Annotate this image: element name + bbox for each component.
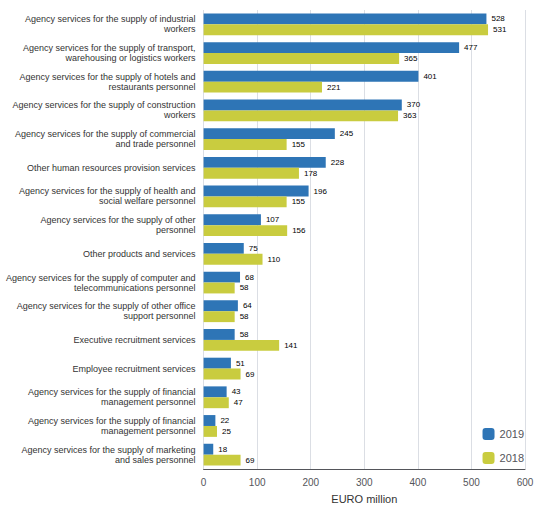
svg-text:600: 600	[517, 477, 534, 488]
svg-text:47: 47	[234, 398, 243, 407]
svg-text:51: 51	[236, 359, 245, 368]
svg-text:restaurants personnel: restaurants personnel	[109, 82, 196, 92]
svg-text:401: 401	[423, 72, 437, 81]
svg-text:155: 155	[292, 140, 306, 149]
svg-text:64: 64	[243, 301, 252, 310]
svg-text:196: 196	[314, 187, 328, 196]
svg-text:management personnel: management personnel	[101, 426, 196, 436]
svg-text:Agency services for the supply: Agency services for the supply of commer…	[15, 129, 196, 139]
svg-text:personnel: personnel	[156, 225, 196, 235]
svg-text:68: 68	[245, 273, 254, 282]
svg-text:58: 58	[240, 330, 249, 339]
svg-text:Other products and services: Other products and services	[83, 249, 196, 259]
svg-text:Agency services for the supply: Agency services for the supply of other …	[17, 301, 196, 311]
svg-text:365: 365	[404, 54, 418, 63]
svg-text:245: 245	[340, 129, 354, 138]
svg-text:EURO million: EURO million	[331, 493, 397, 505]
svg-text:528: 528	[491, 14, 505, 23]
svg-text:25: 25	[222, 427, 231, 436]
svg-text:228: 228	[331, 158, 345, 167]
svg-text:2018: 2018	[500, 452, 524, 464]
svg-text:363: 363	[403, 111, 417, 120]
svg-text:social welfare personnel: social welfare personnel	[99, 196, 196, 206]
svg-text:500: 500	[463, 477, 480, 488]
svg-text:43: 43	[232, 387, 241, 396]
svg-text:Agency services for the supply: Agency services for the supply of other	[41, 215, 196, 225]
svg-text:400: 400	[410, 477, 427, 488]
svg-text:477: 477	[464, 43, 478, 52]
svg-text:178: 178	[304, 169, 318, 178]
svg-text:and sales personnel: and sales personnel	[115, 455, 196, 465]
svg-text:100: 100	[249, 477, 266, 488]
svg-text:155: 155	[292, 197, 306, 206]
svg-text:Agency services for the supply: Agency services for the supply of constr…	[13, 100, 196, 110]
svg-text:Employee recruitment services: Employee recruitment services	[73, 364, 197, 374]
svg-text:221: 221	[327, 83, 341, 92]
svg-text:workers: workers	[163, 110, 196, 120]
svg-text:531: 531	[493, 25, 507, 34]
svg-text:workers: workers	[163, 24, 196, 34]
svg-text:0: 0	[201, 477, 207, 488]
svg-text:200: 200	[302, 477, 319, 488]
svg-text:75: 75	[249, 244, 258, 253]
svg-text:Agency services for the supply: Agency services for the supply of comput…	[6, 273, 196, 283]
svg-text:Agency services for the supply: Agency services for the supply of financ…	[28, 387, 196, 397]
svg-text:22: 22	[220, 416, 229, 425]
svg-text:Executive recruitment services: Executive recruitment services	[74, 335, 197, 345]
svg-text:2019: 2019	[500, 428, 524, 440]
svg-text:141: 141	[284, 341, 298, 350]
svg-text:110: 110	[268, 255, 281, 264]
svg-text:58: 58	[240, 283, 249, 292]
svg-text:management personnel: management personnel	[101, 397, 196, 407]
svg-text:58: 58	[240, 312, 249, 321]
svg-text:Agency services for the supply: Agency services for the supply of financ…	[28, 416, 196, 426]
svg-text:Other human resources provisio: Other human resources provision services	[27, 163, 196, 173]
svg-text:107: 107	[266, 215, 280, 224]
svg-text:Agency services for the supply: Agency services for the supply of health…	[19, 186, 196, 196]
svg-text:69: 69	[246, 370, 255, 379]
svg-text:18: 18	[218, 445, 227, 454]
svg-text:300: 300	[356, 477, 373, 488]
svg-text:Agency services for the supply: Agency services for the supply of transp…	[23, 43, 196, 53]
svg-text:Agency services for the supply: Agency services for the supply of hotels…	[19, 72, 195, 82]
svg-text:and trade personnel: and trade personnel	[116, 139, 196, 149]
svg-text:warehousing or logistics worke: warehousing or logistics workers	[65, 53, 197, 63]
svg-text:370: 370	[407, 100, 421, 109]
svg-text:Agency services for the supply: Agency services for the supply of market…	[22, 445, 196, 455]
svg-text:Agency services for the supply: Agency services for the supply of indust…	[25, 14, 196, 24]
svg-text:support personnel: support personnel	[124, 311, 196, 321]
svg-text:telecommunications personnel: telecommunications personnel	[74, 283, 196, 293]
svg-text:69: 69	[246, 456, 255, 465]
svg-text:156: 156	[292, 226, 306, 235]
